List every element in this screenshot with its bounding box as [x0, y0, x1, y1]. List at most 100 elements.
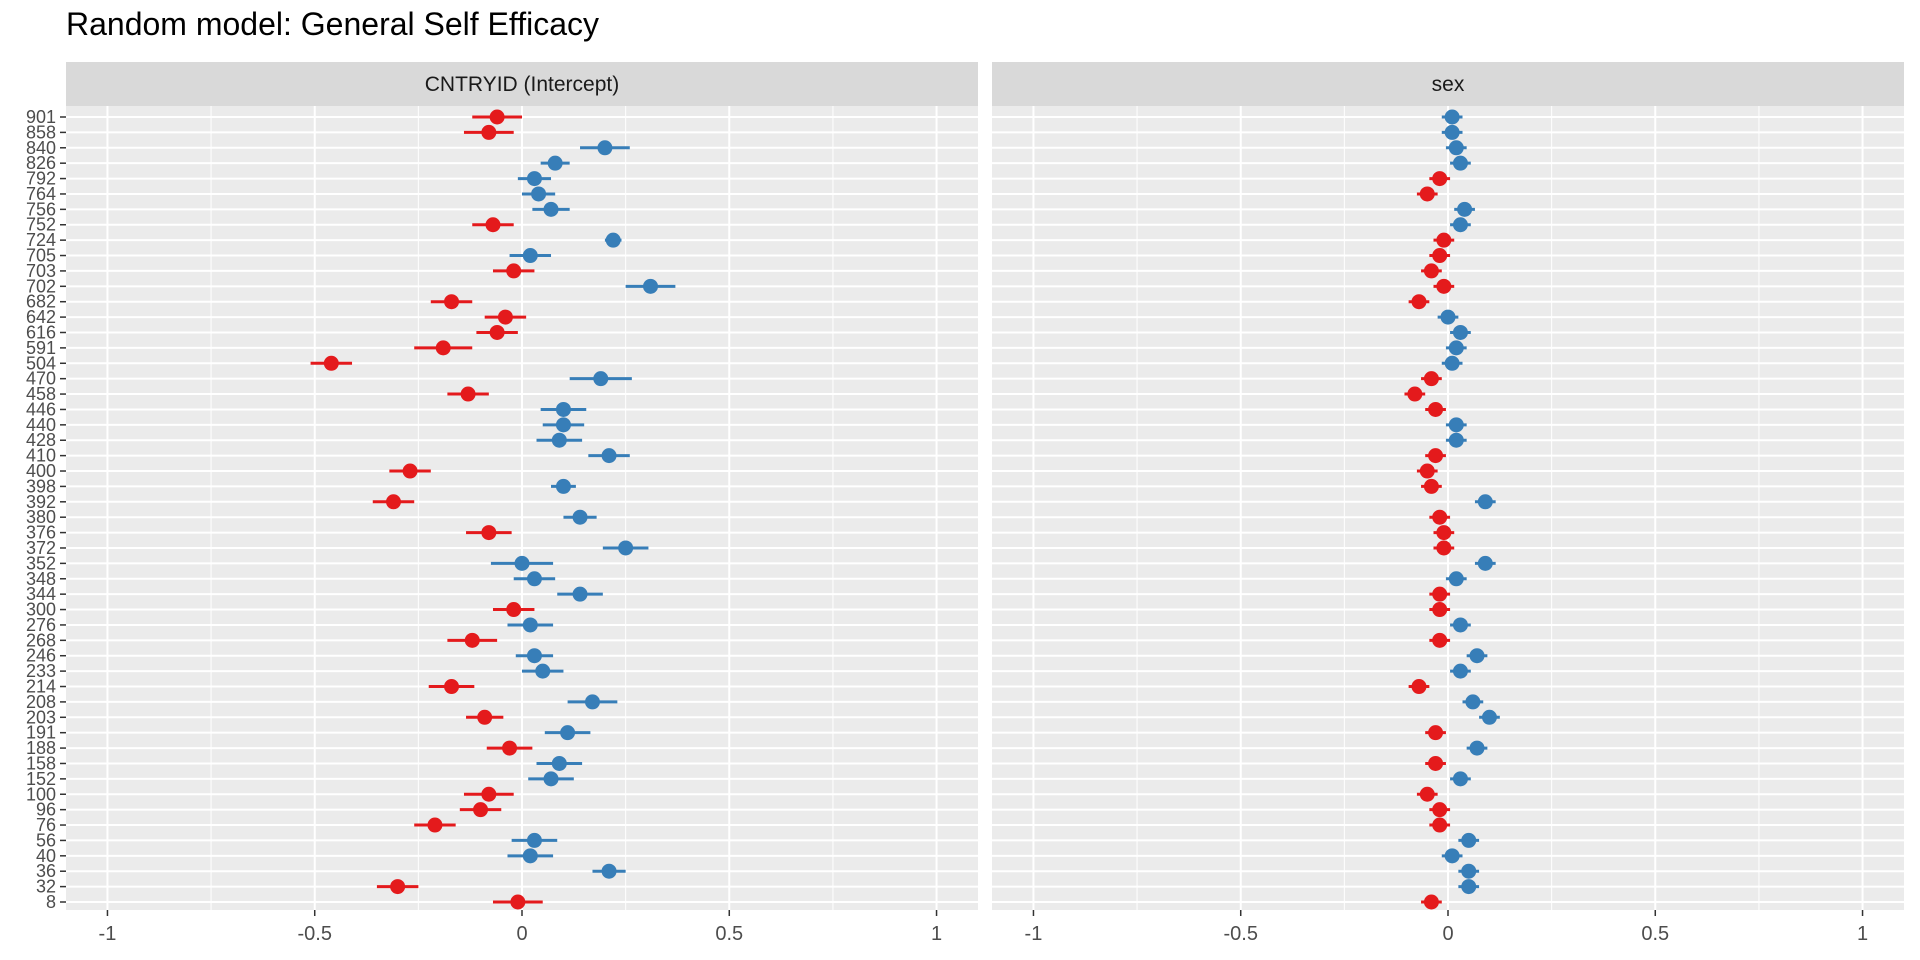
y-tick-label: 158 [26, 753, 56, 773]
data-point [1477, 555, 1493, 571]
data-point [1419, 186, 1435, 202]
data-point [526, 648, 542, 664]
y-tick-label: 756 [26, 199, 56, 219]
data-point [510, 894, 526, 910]
y-tick-label: 705 [26, 246, 56, 266]
data-point [1407, 386, 1423, 402]
data-point [1432, 817, 1448, 833]
data-point [1444, 848, 1460, 864]
y-tick-label: 268 [26, 630, 56, 650]
y-tick-label: 40 [36, 846, 56, 866]
data-point [402, 463, 418, 479]
x-tick-label: -1 [1025, 923, 1043, 945]
data-point [1432, 586, 1448, 602]
data-point [547, 155, 563, 171]
data-point [323, 355, 339, 371]
data-point [477, 709, 493, 725]
data-point [584, 694, 600, 710]
data-point [1452, 617, 1468, 633]
data-point [1465, 694, 1481, 710]
data-point [1432, 602, 1448, 618]
data-point [1423, 478, 1439, 494]
data-point [643, 278, 659, 294]
data-point [522, 248, 538, 264]
x-tick-label: 1 [1857, 923, 1868, 945]
x-tick-label: -1 [99, 923, 117, 945]
data-point [1452, 217, 1468, 233]
y-tick-label: 504 [26, 353, 56, 373]
chart-title: Random model: General Self Efficacy [66, 6, 599, 42]
data-point [485, 217, 501, 233]
data-point [560, 725, 576, 741]
data-point [597, 140, 613, 156]
data-point [502, 740, 518, 756]
y-tick-label: 32 [36, 877, 56, 897]
y-tick-label: 470 [26, 369, 56, 389]
data-point [390, 879, 406, 895]
data-point [543, 771, 559, 787]
data-point [481, 525, 497, 541]
data-point [1444, 109, 1460, 125]
data-point [1419, 463, 1435, 479]
x-tick-label: 1 [931, 923, 942, 945]
data-point [572, 509, 588, 525]
y-tick-label: 682 [26, 292, 56, 312]
x-tick-label: 0 [1442, 923, 1453, 945]
y-tick-label: 208 [26, 692, 56, 712]
y-tick-label: 446 [26, 399, 56, 419]
y-tick-label: 246 [26, 646, 56, 666]
data-point [435, 340, 451, 356]
data-point [1461, 863, 1477, 879]
data-point [481, 786, 497, 802]
y-tick-label: 392 [26, 492, 56, 512]
data-point [1444, 355, 1460, 371]
data-point [1436, 232, 1452, 248]
data-point [1423, 371, 1439, 387]
data-point [522, 848, 538, 864]
y-tick-label: 376 [26, 523, 56, 543]
y-tick-label: 36 [36, 861, 56, 881]
y-tick-label: 826 [26, 153, 56, 173]
data-point [1469, 740, 1485, 756]
data-point [1452, 155, 1468, 171]
facet-strip-label: sex [1432, 73, 1465, 96]
data-point [618, 540, 634, 556]
data-point [1448, 417, 1464, 433]
data-point [526, 832, 542, 848]
data-point [593, 371, 609, 387]
data-point [1432, 632, 1448, 648]
data-point [1419, 786, 1435, 802]
data-point [555, 417, 571, 433]
data-point [1428, 755, 1444, 771]
y-tick-label: 300 [26, 600, 56, 620]
data-point [1428, 448, 1444, 464]
y-tick-label: 702 [26, 276, 56, 296]
data-point [1452, 324, 1468, 340]
y-tick-label: 188 [26, 738, 56, 758]
data-point [1432, 509, 1448, 525]
y-tick-label: 858 [26, 122, 56, 142]
data-point [460, 386, 476, 402]
x-tick-label: -0.5 [1223, 923, 1257, 945]
data-point [551, 755, 567, 771]
data-point [551, 432, 567, 448]
data-point [601, 448, 617, 464]
data-point [1432, 248, 1448, 264]
y-tick-label: 616 [26, 322, 56, 342]
data-point [444, 294, 460, 310]
y-tick-label: 703 [26, 261, 56, 281]
y-tick-label: 380 [26, 507, 56, 527]
data-point [1444, 124, 1460, 140]
y-tick-label: 458 [26, 384, 56, 404]
y-tick-label: 203 [26, 707, 56, 727]
data-point [506, 602, 522, 618]
data-point [1448, 140, 1464, 156]
y-tick-label: 344 [26, 584, 56, 604]
y-tick-label: 233 [26, 661, 56, 681]
x-tick-label: -0.5 [297, 923, 331, 945]
y-tick-label: 398 [26, 476, 56, 496]
y-tick-label: 400 [26, 461, 56, 481]
data-point [1436, 278, 1452, 294]
data-point [1448, 571, 1464, 587]
data-point [427, 817, 443, 833]
